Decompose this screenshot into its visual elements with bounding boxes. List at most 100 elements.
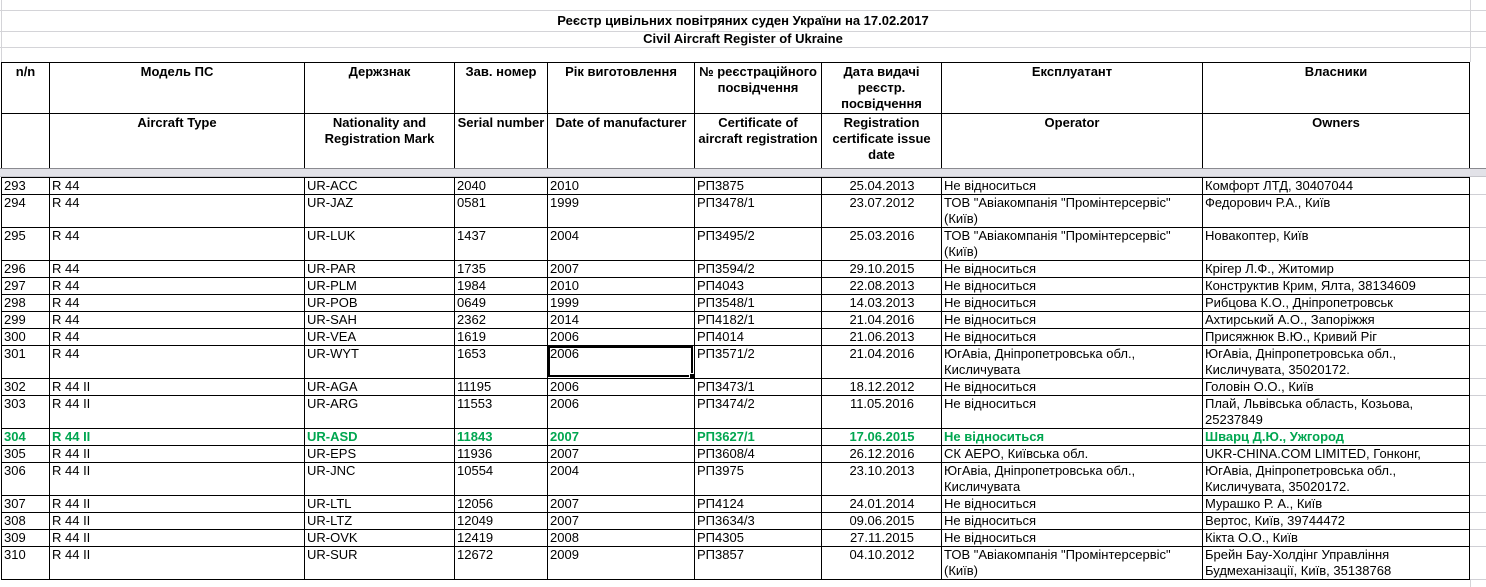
cell-owners[interactable]: Рибцова К.О., Дніпропетровськ	[1202, 294, 1470, 312]
cell-issue-date[interactable]: 29.10.2015	[821, 260, 942, 278]
cell-aircraft-type[interactable]: R 44 II	[49, 512, 305, 530]
cell-aircraft-type[interactable]: R 44 II	[49, 395, 305, 429]
cell-serial-number[interactable]: 1437	[454, 227, 548, 261]
col-header-serial-uk[interactable]: Зав. номер	[454, 62, 548, 114]
cell-row-number[interactable]: 308	[1, 512, 50, 530]
cell-year[interactable]: 2014	[547, 311, 695, 329]
cell-row-number[interactable]: 302	[1, 378, 50, 396]
cell-certificate[interactable]: РП4124	[694, 495, 822, 513]
cell-row-number[interactable]: 301	[1, 345, 50, 379]
cell-aircraft-type[interactable]: R 44	[49, 328, 305, 346]
cell-issue-date[interactable]: 25.04.2013	[821, 177, 942, 195]
cell-certificate[interactable]: РП3975	[694, 462, 822, 496]
cell-registration-mark[interactable]: UR-POB	[304, 294, 455, 312]
cell-operator[interactable]: ТОВ "Авіакомпанія "Промінтерсервіс" (Киї…	[941, 194, 1203, 228]
col-header-num-en[interactable]	[1, 113, 50, 170]
cell-row-number[interactable]: 295	[1, 227, 50, 261]
cell-registration-mark[interactable]: UR-LTZ	[304, 512, 455, 530]
cell-issue-date[interactable]: 23.10.2013	[821, 462, 942, 496]
cell-owners[interactable]: Брейн Бау-Холдінг Управління Будмеханіза…	[1202, 546, 1470, 580]
cell-serial-number[interactable]: 1619	[454, 328, 548, 346]
cell-year[interactable]: 1999	[547, 194, 695, 228]
cell-row-number[interactable]: 309	[1, 529, 50, 547]
cell-serial-number[interactable]: 12049	[454, 512, 548, 530]
cell-aircraft-type[interactable]: R 44	[49, 294, 305, 312]
cell-row-number[interactable]: 306	[1, 462, 50, 496]
cell-serial-number[interactable]: 11553	[454, 395, 548, 429]
cell-row-number[interactable]: 296	[1, 260, 50, 278]
cell-issue-date[interactable]: 26.12.2016	[821, 445, 942, 463]
sheet-title-english[interactable]: Civil Aircraft Register of Ukraine	[643, 31, 843, 46]
cell-year[interactable]: 1999	[547, 294, 695, 312]
cell-owners[interactable]: ЮгАвіа, Дніпропетровська обл., Кисличува…	[1202, 345, 1470, 379]
col-header-operator-en[interactable]: Operator	[941, 113, 1203, 170]
cell-issue-date[interactable]: 21.04.2016	[821, 345, 942, 379]
cell-aircraft-type[interactable]: R 44 II	[49, 445, 305, 463]
cell-operator[interactable]: Не відноситься	[941, 177, 1203, 195]
cell-issue-date[interactable]: 24.01.2014	[821, 495, 942, 513]
cell-serial-number[interactable]: 11936	[454, 445, 548, 463]
cell-issue-date[interactable]: 11.05.2016	[821, 395, 942, 429]
cell-owners[interactable]: Головін О.О., Київ	[1202, 378, 1470, 396]
cell-serial-number[interactable]: 2362	[454, 311, 548, 329]
cell-operator[interactable]: Не відноситься	[941, 277, 1203, 295]
cell-aircraft-type[interactable]: R 44	[49, 227, 305, 261]
cell-aircraft-type[interactable]: R 44 II	[49, 495, 305, 513]
cell-serial-number[interactable]: 12672	[454, 546, 548, 580]
cell-owners[interactable]: Плай, Львівська область, Козьова, 252378…	[1202, 395, 1470, 429]
cell-issue-date[interactable]: 21.04.2016	[821, 311, 942, 329]
cell-aircraft-type[interactable]: R 44 II	[49, 428, 305, 446]
cell-registration-mark[interactable]: UR-LTL	[304, 495, 455, 513]
cell-aircraft-type[interactable]: R 44	[49, 311, 305, 329]
cell-year[interactable]: 2006	[547, 328, 695, 346]
cell-row-number[interactable]: 305	[1, 445, 50, 463]
cell-year[interactable]: 2006	[547, 395, 695, 429]
cell-operator[interactable]: Не відноситься	[941, 512, 1203, 530]
cell-registration-mark[interactable]: UR-OVK	[304, 529, 455, 547]
col-header-num-uk[interactable]: n/n	[1, 62, 50, 114]
cell-certificate[interactable]: РП4043	[694, 277, 822, 295]
cell-serial-number[interactable]: 1735	[454, 260, 548, 278]
cell-certificate[interactable]: РП4182/1	[694, 311, 822, 329]
col-header-owners-en[interactable]: Owners	[1202, 113, 1470, 170]
cell-serial-number[interactable]: 10554	[454, 462, 548, 496]
cell-operator[interactable]: Не відноситься	[941, 311, 1203, 329]
cell-registration-mark[interactable]: UR-ARG	[304, 395, 455, 429]
col-header-cert-uk[interactable]: № реєстраційного посвідчення	[694, 62, 822, 114]
col-header-date-en[interactable]: Registration certificate issue date	[821, 113, 942, 170]
cell-year[interactable]: 2007	[547, 495, 695, 513]
cell-owners[interactable]: Крігер Л.Ф., Житомир	[1202, 260, 1470, 278]
cell-registration-mark[interactable]: UR-JAZ	[304, 194, 455, 228]
cell-owners[interactable]: Шварц Д.Ю., Ужгород	[1202, 428, 1470, 446]
cell-registration-mark[interactable]: UR-VEA	[304, 328, 455, 346]
sheet-title-ukrainian[interactable]: Реєстр цивільних повітряних суден Україн…	[557, 13, 929, 28]
cell-issue-date[interactable]: 23.07.2012	[821, 194, 942, 228]
cell-year[interactable]: 2007	[547, 260, 695, 278]
col-header-serial-en[interactable]: Serial number	[454, 113, 548, 170]
cell-owners[interactable]: Федорович Р.А., Київ	[1202, 194, 1470, 228]
cell-row-number[interactable]: 304	[1, 428, 50, 446]
cell-serial-number[interactable]: 12419	[454, 529, 548, 547]
col-header-year-uk[interactable]: Рік виготовлення	[547, 62, 695, 114]
cell-certificate[interactable]: РП3608/4	[694, 445, 822, 463]
cell-row-number[interactable]: 303	[1, 395, 50, 429]
cell-certificate[interactable]: РП3627/1	[694, 428, 822, 446]
cell-aircraft-type[interactable]: R 44	[49, 194, 305, 228]
cell-issue-date[interactable]: 04.10.2012	[821, 546, 942, 580]
cell-registration-mark[interactable]: UR-EPS	[304, 445, 455, 463]
cell-operator[interactable]: ТОВ "Авіакомпанія "Промінтерсервіс" (Киї…	[941, 546, 1203, 580]
cell-aircraft-type[interactable]: R 44	[49, 345, 305, 379]
cell-certificate[interactable]: РП3857	[694, 546, 822, 580]
cell-serial-number[interactable]: 11195	[454, 378, 548, 396]
cell-aircraft-type[interactable]: R 44 II	[49, 546, 305, 580]
cell-certificate[interactable]: РП3478/1	[694, 194, 822, 228]
cell-certificate[interactable]: РП3875	[694, 177, 822, 195]
cell-aircraft-type[interactable]: R 44	[49, 177, 305, 195]
cell-operator[interactable]: Не відноситься	[941, 328, 1203, 346]
cell-certificate[interactable]: РП3594/2	[694, 260, 822, 278]
cell-owners[interactable]: Ахтирський А.О., Запоріжжя	[1202, 311, 1470, 329]
cell-year[interactable]: 2007	[547, 428, 695, 446]
cell-row-number[interactable]: 297	[1, 277, 50, 295]
cell-owners[interactable]: Конструктив Крим, Ялта, 38134609	[1202, 277, 1470, 295]
cell-certificate[interactable]: РП4014	[694, 328, 822, 346]
